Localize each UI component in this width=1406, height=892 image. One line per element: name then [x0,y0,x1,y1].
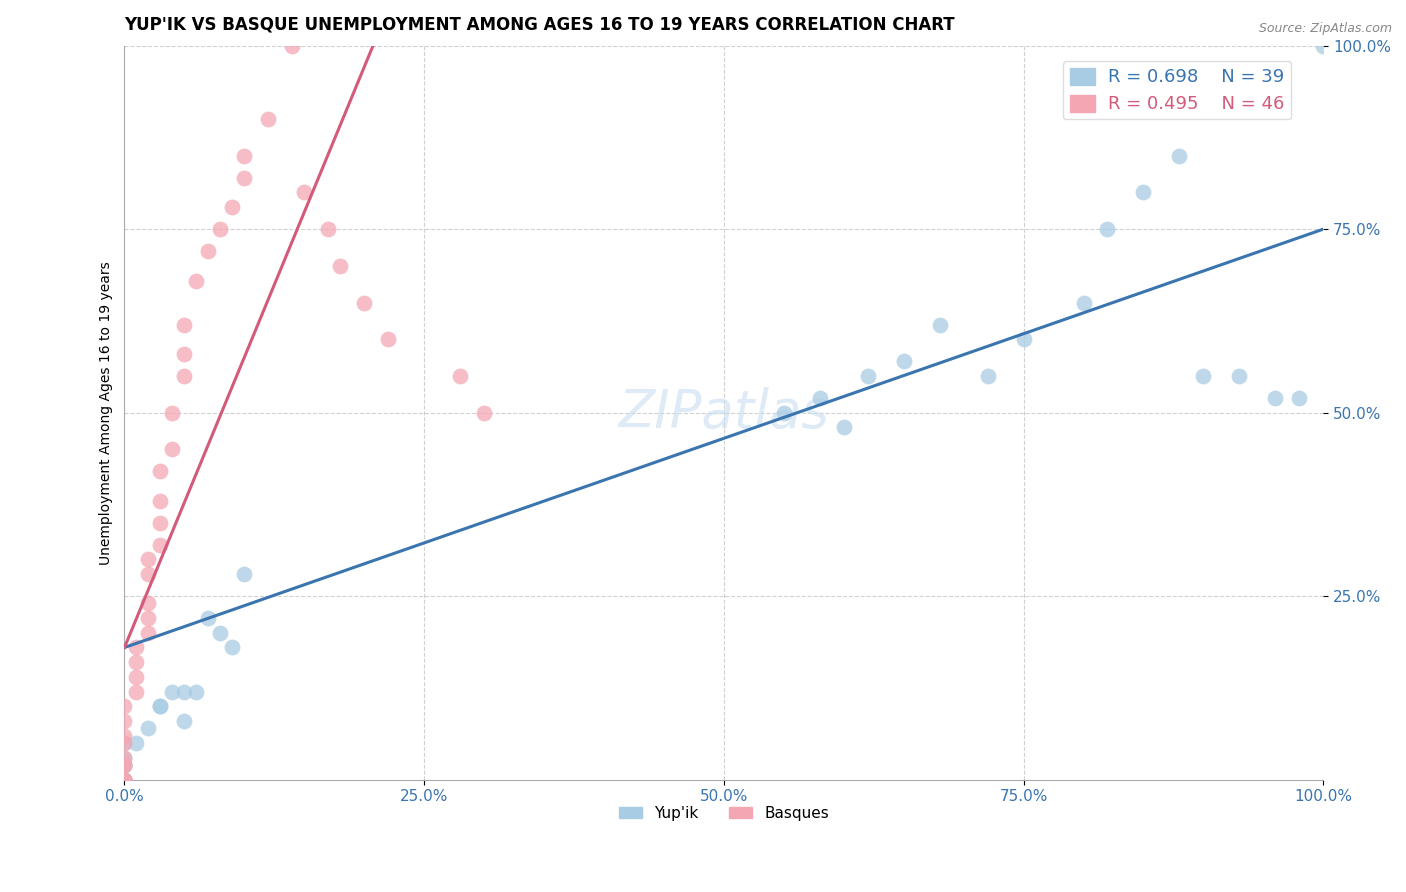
Point [114,772,136,787]
Point [114,772,136,787]
Point [173,684,195,698]
Point [162,442,184,457]
Point [281,38,304,53]
Point [472,406,495,420]
Point [138,567,160,582]
Point [114,758,136,772]
Point [173,347,195,361]
Point [329,259,352,273]
Point [125,655,148,669]
Y-axis label: Unemployment Among Ages 16 to 19 years: Unemployment Among Ages 16 to 19 years [100,260,114,565]
Point [114,758,136,772]
Point [114,772,136,787]
Point [221,640,243,655]
Point [1012,332,1035,346]
Point [233,170,256,185]
Point [233,149,256,163]
Point [316,222,339,236]
Point [114,699,136,714]
Point [114,772,136,787]
Point [149,538,172,552]
Point [138,611,160,625]
Point [1227,368,1250,383]
Point [1168,149,1191,163]
Point [125,670,148,684]
Point [893,354,915,368]
Point [209,222,232,236]
Point [976,368,998,383]
Point [186,273,208,287]
Point [186,684,208,698]
Point [173,368,195,383]
Point [149,493,172,508]
Text: Source: ZipAtlas.com: Source: ZipAtlas.com [1258,22,1392,36]
Point [114,750,136,764]
Point [353,295,375,310]
Point [138,625,160,640]
Point [114,772,136,787]
Point [162,406,184,420]
Point [233,567,256,582]
Point [114,714,136,728]
Point [114,736,136,750]
Point [197,611,219,625]
Point [808,391,831,405]
Point [856,368,879,383]
Point [197,244,219,259]
Point [377,332,399,346]
Point [449,368,471,383]
Point [114,772,136,787]
Point [1132,186,1154,200]
Point [1264,391,1286,405]
Point [149,464,172,478]
Point [138,597,160,611]
Point [114,772,136,787]
Point [928,318,950,332]
Point [138,721,160,735]
Point [114,729,136,743]
Point [114,772,136,787]
Point [772,406,794,420]
Point [832,420,855,434]
Point [149,516,172,530]
Point [138,552,160,566]
Point [1288,391,1310,405]
Point [173,318,195,332]
Point [1312,38,1334,53]
Legend: Yup'ik, Basques: Yup'ik, Basques [613,800,835,827]
Point [1097,222,1119,236]
Point [114,758,136,772]
Point [114,736,136,750]
Point [162,684,184,698]
Text: ZIPatlas: ZIPatlas [619,386,830,439]
Point [149,699,172,714]
Point [114,772,136,787]
Text: YUP'IK VS BASQUE UNEMPLOYMENT AMONG AGES 16 TO 19 YEARS CORRELATION CHART: YUP'IK VS BASQUE UNEMPLOYMENT AMONG AGES… [125,15,955,33]
Point [173,714,195,728]
Point [125,640,148,655]
Point [257,112,280,126]
Point [209,625,232,640]
Point [1073,295,1095,310]
Point [1192,368,1215,383]
Point [114,772,136,787]
Point [114,758,136,772]
Point [114,758,136,772]
Point [114,750,136,764]
Point [149,699,172,714]
Point [114,772,136,787]
Point [125,684,148,698]
Point [125,736,148,750]
Point [221,200,243,214]
Point [292,186,315,200]
